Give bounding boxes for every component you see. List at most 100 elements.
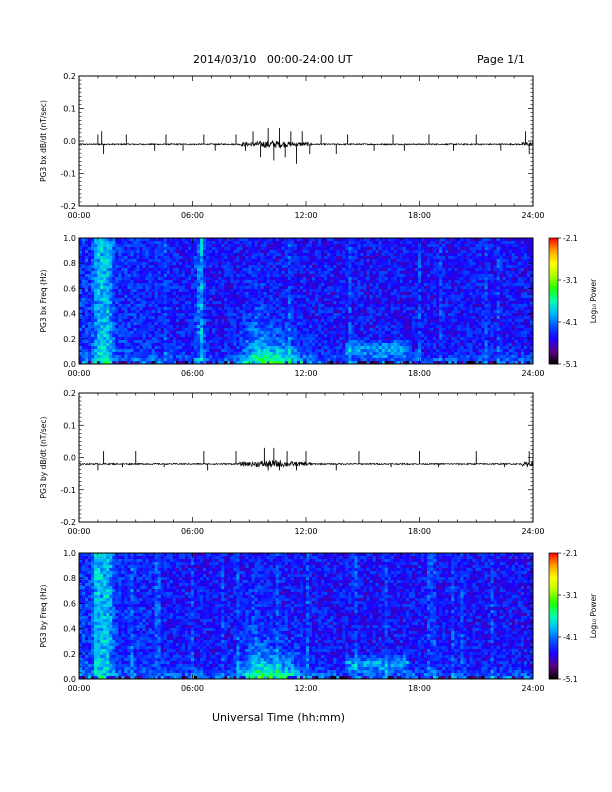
spectrogram-cell bbox=[175, 298, 180, 302]
spectrogram-cell bbox=[393, 283, 398, 287]
spectrogram-cell bbox=[369, 361, 373, 365]
spectrogram-cell bbox=[384, 286, 389, 290]
spectrogram-cell bbox=[175, 310, 180, 314]
spectrogram-cell bbox=[112, 358, 116, 362]
spectrogram-cell bbox=[187, 271, 192, 275]
spectrogram-cell bbox=[372, 361, 377, 365]
spectrogram-cell bbox=[266, 280, 271, 284]
spectrogram-cell bbox=[127, 355, 131, 359]
spectrogram-cell bbox=[109, 277, 113, 281]
spectrogram-cell bbox=[330, 337, 334, 341]
spectrogram-cell bbox=[357, 325, 361, 329]
spectrogram-cell bbox=[251, 310, 255, 314]
spectrogram-cell bbox=[130, 313, 134, 317]
spectrogram-cell bbox=[254, 358, 258, 362]
spectrogram-cell bbox=[142, 358, 146, 362]
spectrogram-cell bbox=[333, 250, 337, 254]
spectrogram-cell bbox=[257, 262, 261, 266]
y-tick-label: 0.0 bbox=[63, 137, 76, 146]
spectrogram-cell bbox=[381, 244, 386, 248]
spectrogram-cell bbox=[424, 331, 428, 335]
spectrogram-cell bbox=[351, 256, 355, 260]
spectrogram-cell bbox=[200, 283, 204, 287]
spectrogram-cell bbox=[411, 346, 416, 350]
spectrogram-cell bbox=[209, 301, 213, 305]
spectrogram-cell bbox=[190, 304, 195, 308]
spectrogram-cell bbox=[178, 244, 183, 248]
spectrogram-cell bbox=[163, 241, 168, 245]
spectrogram-cell bbox=[212, 361, 216, 365]
spectrogram-cell bbox=[299, 316, 304, 320]
spectrogram-cell bbox=[281, 274, 286, 278]
spectrogram-cell bbox=[187, 265, 192, 269]
spectrogram-cell bbox=[242, 244, 246, 248]
spectrogram-cell bbox=[194, 343, 198, 347]
spectrogram-cell bbox=[324, 331, 328, 335]
spectrogram-cell bbox=[160, 358, 165, 362]
x-tick-label: 00:00 bbox=[67, 211, 90, 220]
spectrogram-cell bbox=[203, 322, 207, 326]
spectrogram-cell bbox=[206, 292, 210, 296]
spectrogram-cell bbox=[299, 307, 304, 311]
spectrogram-cell bbox=[348, 265, 352, 269]
spectrogram-cell bbox=[218, 292, 222, 296]
spectrogram-cell bbox=[290, 310, 295, 314]
spectrogram-cell bbox=[145, 355, 150, 359]
spectrogram-cell bbox=[266, 307, 271, 311]
spectrogram-cell bbox=[363, 289, 367, 293]
spectrogram-cell bbox=[281, 250, 286, 254]
spectrogram-cell bbox=[290, 265, 295, 269]
spectrogram-cell bbox=[142, 292, 146, 296]
spectrogram-cell bbox=[290, 262, 295, 266]
spectrogram-cell bbox=[178, 322, 183, 326]
spectrogram-cell bbox=[97, 241, 101, 245]
spectrogram-cell bbox=[151, 244, 156, 248]
spectrogram-cell bbox=[233, 307, 237, 311]
spectrogram-cell bbox=[263, 325, 268, 329]
spectrogram-cell bbox=[336, 265, 340, 269]
spectrogram-cell bbox=[151, 268, 156, 272]
spectrogram-cell bbox=[324, 289, 328, 293]
spectrogram-cell bbox=[136, 352, 140, 356]
spectrogram-cell bbox=[118, 316, 122, 320]
spectrogram-cell bbox=[306, 355, 310, 359]
spectrogram-cell bbox=[290, 343, 295, 347]
spectrogram-cell bbox=[257, 295, 261, 299]
spectrogram-cell bbox=[269, 295, 274, 299]
spectrogram-cell bbox=[342, 247, 346, 251]
spectrogram-cell bbox=[127, 274, 131, 278]
spectrogram-cell bbox=[224, 310, 228, 314]
spectrogram-cell bbox=[166, 241, 171, 245]
spectrogram-cell bbox=[212, 283, 216, 287]
spectrogram-cell bbox=[79, 241, 83, 245]
spectrogram-cell bbox=[411, 256, 416, 260]
spectrogram-cell bbox=[327, 328, 331, 332]
spectrogram-cell bbox=[357, 295, 361, 299]
spectrogram-cell bbox=[160, 322, 165, 326]
spectrogram-cell bbox=[166, 283, 171, 287]
spectrogram-cell bbox=[236, 301, 240, 305]
spectrogram-cell bbox=[312, 238, 316, 242]
spectrogram-cell bbox=[363, 340, 367, 344]
spectrogram-cell bbox=[309, 265, 313, 269]
spectrogram-cell bbox=[215, 283, 219, 287]
spectrogram-cell bbox=[321, 304, 325, 308]
spectrogram-cell bbox=[187, 298, 192, 302]
spectrogram-cell bbox=[375, 328, 380, 332]
spectrogram-cell bbox=[333, 325, 337, 329]
spectrogram-cell bbox=[336, 250, 340, 254]
spectrogram-cell bbox=[160, 343, 165, 347]
spectrogram-cell bbox=[194, 238, 198, 242]
spectrogram-cell bbox=[221, 355, 225, 359]
spectrogram-cell bbox=[184, 250, 189, 254]
spectrogram-cell bbox=[121, 361, 125, 365]
spectrogram-cell bbox=[200, 295, 204, 299]
spectrogram-cell bbox=[411, 238, 416, 242]
spectrogram-cell bbox=[336, 268, 340, 272]
spectrogram-cell bbox=[157, 301, 162, 305]
spectrogram-cell bbox=[142, 286, 146, 290]
spectrogram-cell bbox=[384, 274, 389, 278]
spectrogram-cell bbox=[417, 319, 422, 323]
spectrogram-cell bbox=[318, 250, 322, 254]
spectrogram-cell bbox=[372, 277, 377, 281]
